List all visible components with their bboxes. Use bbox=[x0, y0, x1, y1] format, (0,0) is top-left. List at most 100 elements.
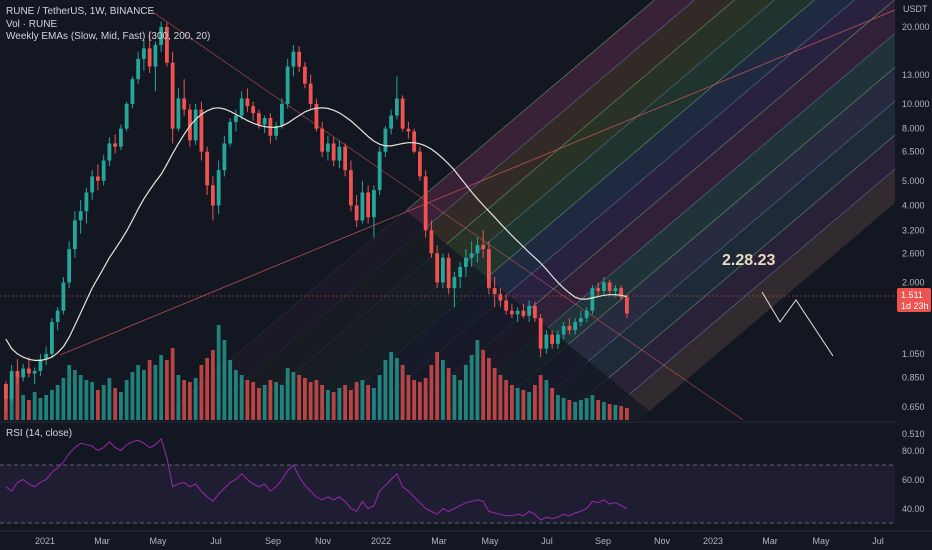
time-axis-ticks: 2021 Mar May Jul Sep Nov 2022 Mar May Jul Sep Nov 20… bbox=[35, 536, 884, 546]
candle-body bbox=[44, 353, 49, 360]
volume-bar bbox=[464, 365, 468, 420]
volume-bar bbox=[418, 382, 422, 420]
candle-body bbox=[469, 253, 474, 258]
volume-bar bbox=[492, 368, 497, 420]
volume-bar bbox=[487, 358, 491, 420]
volume-bar bbox=[297, 375, 302, 420]
time-tick: May bbox=[812, 536, 830, 546]
candle-body bbox=[538, 318, 543, 349]
volume-bar bbox=[119, 392, 123, 420]
candle-body bbox=[458, 266, 463, 278]
candle-body bbox=[245, 98, 250, 107]
volume-bar bbox=[395, 358, 399, 420]
ema-legend[interactable]: Weekly EMAs (Slow, Mid, Fast) (300, 200,… bbox=[6, 31, 211, 42]
volume-bar bbox=[498, 375, 503, 420]
volume-bar bbox=[429, 365, 434, 420]
candle-body bbox=[573, 321, 578, 331]
price-axis-ticks: 20.000 13.000 10.000 8.000 6.500 5.000 4.000 3.… bbox=[902, 22, 930, 439]
candle-body bbox=[366, 192, 371, 218]
rsi-tick: 60.00 bbox=[902, 475, 925, 485]
candle-body bbox=[464, 257, 468, 267]
candle-body bbox=[274, 125, 279, 136]
volume-bar bbox=[245, 380, 250, 420]
volume-bar bbox=[320, 385, 325, 420]
candle-body bbox=[32, 370, 37, 374]
volume-bar bbox=[101, 385, 106, 420]
candle-body bbox=[107, 143, 112, 161]
candle-body bbox=[515, 310, 520, 315]
volume-bar bbox=[556, 395, 560, 420]
volume-bar bbox=[32, 392, 37, 420]
candle-body bbox=[188, 109, 192, 141]
volume-bar bbox=[211, 350, 215, 420]
time-tick: May bbox=[481, 536, 499, 546]
price-tick: 0.510 bbox=[902, 429, 925, 439]
time-tick: Jul bbox=[872, 536, 884, 546]
volume-bar bbox=[78, 375, 83, 420]
volume-bar bbox=[366, 385, 371, 420]
price-tick: 20.000 bbox=[902, 22, 930, 32]
rsi-legend[interactable]: RSI (14, close) bbox=[6, 428, 73, 439]
price-tag-countdown: 1d 23h bbox=[901, 301, 929, 311]
volume-bar bbox=[159, 355, 164, 420]
volume-bar bbox=[550, 388, 555, 420]
volume-bar bbox=[527, 392, 532, 420]
volume-bar bbox=[205, 358, 210, 420]
candle-body bbox=[533, 305, 537, 319]
candle-body bbox=[383, 128, 388, 152]
volume-bar bbox=[337, 388, 342, 420]
candle-body bbox=[544, 334, 549, 349]
candle-body bbox=[280, 103, 284, 126]
volume-bar bbox=[435, 352, 440, 420]
price-tick: 6.500 bbox=[902, 147, 925, 157]
volume-bar bbox=[412, 380, 417, 420]
volume-bar bbox=[607, 404, 612, 420]
candle-body bbox=[412, 131, 417, 152]
volume-bar bbox=[510, 385, 514, 420]
candle-body bbox=[343, 146, 348, 171]
price-tag-box bbox=[897, 288, 931, 312]
candle-body bbox=[216, 170, 221, 206]
volume-bar bbox=[182, 380, 187, 420]
price-tick: 10.000 bbox=[902, 99, 930, 109]
volume-bar bbox=[314, 380, 319, 420]
price-tick: 5.000 bbox=[902, 176, 925, 186]
volume-bar bbox=[274, 382, 279, 420]
time-tick: Nov bbox=[315, 536, 332, 546]
volume-bar bbox=[239, 375, 244, 420]
candle-body bbox=[331, 143, 336, 161]
candle-body bbox=[395, 98, 399, 116]
volume-bar bbox=[521, 390, 526, 420]
volume-bar bbox=[153, 365, 158, 420]
volume-bar bbox=[423, 378, 428, 420]
volume-bar bbox=[567, 400, 572, 420]
volume-bar bbox=[354, 382, 359, 420]
candle-body bbox=[441, 257, 445, 283]
volume-bar bbox=[262, 385, 267, 420]
candle-body bbox=[61, 282, 66, 311]
candle-body bbox=[15, 370, 20, 378]
volume-legend[interactable]: Vol · RUNE bbox=[6, 19, 58, 30]
candle-body bbox=[337, 146, 342, 161]
volume-bar bbox=[90, 382, 95, 420]
candle-body bbox=[262, 118, 267, 125]
volume-bar bbox=[360, 380, 365, 420]
candle-body bbox=[21, 368, 26, 378]
volume-bar bbox=[602, 402, 606, 420]
price-tick: 1.050 bbox=[902, 349, 925, 359]
candle-body bbox=[96, 176, 100, 181]
fan-line bbox=[478, 66, 895, 420]
candle-body bbox=[182, 98, 187, 110]
volume-bar bbox=[113, 388, 118, 420]
volume-bar bbox=[452, 375, 457, 420]
volume-bar bbox=[44, 395, 49, 420]
time-tick: Mar bbox=[94, 536, 110, 546]
price-tick: 0.650 bbox=[902, 402, 925, 412]
price-tick: 13.000 bbox=[902, 70, 930, 80]
volume-bar bbox=[331, 392, 336, 420]
candle-body bbox=[590, 288, 595, 311]
symbol-legend[interactable]: RUNE / TetherUS, 1W, BINANCE bbox=[6, 6, 155, 17]
time-tick: Jul bbox=[541, 536, 553, 546]
candle-body bbox=[228, 121, 233, 144]
